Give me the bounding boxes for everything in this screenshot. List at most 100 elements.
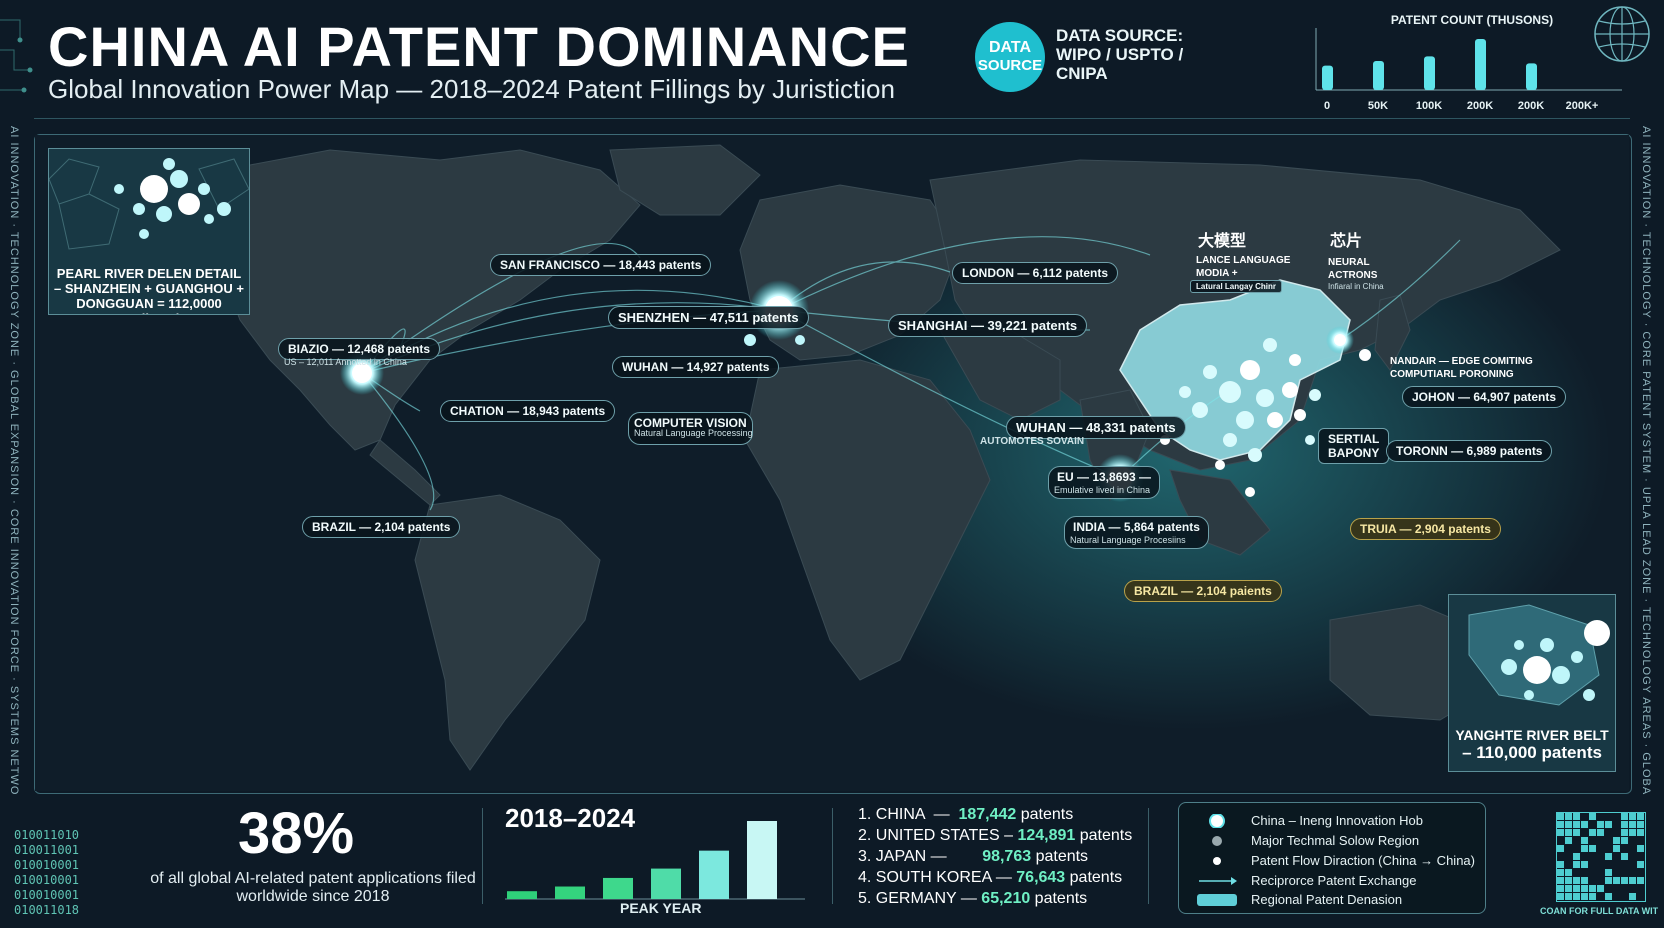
rank-1-label: 1. CHINA — (858, 806, 959, 823)
pill-san-francisco: SAN FRANCISCO — 18,443 patents (490, 254, 712, 276)
pearl-river-inset: PEARL RIVER DELEN DETAIL – SHANZHEIN + G… (48, 148, 250, 315)
mini-chart-title: PATENT COUNT (THUSONS) (1391, 13, 1553, 27)
country-rankings: 1. CHINA — 187,442 patents 2. UNITED STA… (858, 804, 1132, 909)
china-hub-dot (1215, 460, 1225, 470)
peak-bar-4 (651, 868, 681, 899)
rank-5-label: 5. GERMANY — (858, 890, 982, 907)
llm-note: Latural Langay Chinr (1190, 280, 1283, 293)
rank-1-suffix: patents (1016, 806, 1074, 823)
rank-4-value: 76,643 (1016, 869, 1066, 886)
southeast-asia (1169, 469, 1271, 556)
note-eu: Emulative lived in China (1054, 485, 1151, 495)
china-hub-dot (1240, 360, 1260, 380)
patent-count-mini-chart: PATENT COUNT (THUSONS) 0 50K 100K 200K 200K 2… (1315, 13, 1622, 112)
legend-label-5: Regional Patent Denasion (1251, 892, 1403, 907)
rank-2-value: 124,891 (1017, 827, 1076, 844)
rank-4-label: 4. SOUTH KOREA — (858, 869, 1017, 886)
yangtze-cluster-graphic (1468, 604, 1610, 706)
chip-cn-label: 芯片 (1330, 231, 1363, 250)
legend-row-tech-region: Major Techmal Solow Region (1179, 831, 1479, 851)
south-america (414, 494, 601, 771)
pill-brazil-west: BRAZIL — 2,104 patents (302, 516, 461, 538)
mini-bar-2 (1373, 61, 1384, 90)
divider-3 (1148, 808, 1149, 904)
map-frame (34, 134, 1632, 794)
china-hub-dot (1256, 389, 1274, 407)
note-biazio: US – 12,011 Annotted in China (284, 357, 407, 367)
mini-tick-5: 200K (1518, 100, 1544, 112)
note-india: Natural Language Procesiins (1070, 535, 1186, 545)
note-wuhan: AUTOMOTES SOVAIN (980, 436, 1085, 447)
china-hub-dot (1179, 386, 1191, 398)
legend-label-2: Major Techmal Solow Region (1251, 833, 1420, 848)
pill-brazil-east: BRAZIL — 2,104 paients (1124, 580, 1282, 602)
pill-eu: EU — 13,8693 — (1048, 466, 1161, 499)
map-legend: China – Ineng Innovation Hob Major Techm… (1178, 802, 1486, 914)
rank-5-suffix: patents (1030, 890, 1088, 907)
legend-row-density: Regional Patent Denasion (1179, 890, 1479, 910)
china-hub-dot (1223, 433, 1237, 447)
data-source-text: DATA SOURCE: WIPO / USPTO / CNIPA (1056, 26, 1184, 83)
stat-caption: of all global AI-related patent applicat… (150, 870, 476, 905)
globe-icon (1594, 6, 1650, 62)
chip-note: Infiaral in China (1328, 282, 1384, 291)
mini-bar-5 (1526, 63, 1537, 90)
peak-bar-2 (555, 886, 585, 899)
pill-serial: SERTIAL BAPONY (1318, 428, 1390, 464)
legend-arrow-icon (1199, 877, 1237, 885)
pill-shanghai: SHANGHAI — 39,221 patents (888, 314, 1088, 337)
llm-cn-label: 大模型 (1198, 231, 1247, 250)
pill-wuhan-east: WUHAN — 48,331 patents (1006, 416, 1186, 439)
badge-line1: DATA (988, 39, 1032, 56)
bar-panel-caption: PEAK YEAR (620, 900, 702, 916)
rank-5-value: 65,210 (981, 890, 1031, 907)
qr-code-icon[interactable] (1556, 812, 1646, 902)
pill-computer-vision: COMPUTER VISION (628, 412, 753, 445)
rank-row-5: 5. GERMANY — 65,210 patents (858, 888, 1132, 909)
page-title: CHINA AI PATENT DOMINANCE (48, 15, 910, 78)
legend-row-exchange: Reciprorce Patent Exchange (1179, 871, 1479, 891)
legend-label-1: China – Ineng Innovation Hob (1251, 813, 1424, 828)
china-hub-dot (1219, 381, 1241, 403)
page-subtitle: Global Innovation Power Map — 2018–2024 … (48, 74, 895, 104)
bar-panel-title: 2018–2024 (505, 803, 636, 833)
yangtze-inset: YANGHTE RIVER BELT – 110,000 patents (1448, 594, 1616, 772)
llm-en-label: LANCE LANGUAGE MODIA + (1196, 255, 1291, 279)
qr-caption: COAN FOR FULL DATA WIT (1540, 906, 1659, 916)
china-hub-dot (1192, 402, 1208, 418)
peak-bar-3 (603, 877, 633, 899)
right-side-text: AI INNOVATION · TECHNOLOGY · CORE PATENT… (1640, 126, 1652, 796)
china-hub-dot (1289, 354, 1301, 366)
pill-toronn: TORONN — 6,989 patents (1386, 440, 1553, 462)
china-hub-dot (1309, 389, 1321, 401)
pill-london: LONDON — 6,112 patents (952, 262, 1119, 284)
pearl-river-cluster-graphic (49, 158, 249, 250)
pill-biazio: BIAZIO — 12,468 patents (278, 338, 441, 360)
rank-4-suffix: patents (1065, 869, 1123, 886)
stat-percent: 38% (238, 801, 355, 866)
divider-2 (832, 808, 833, 904)
rank-1-value: 187,442 (958, 806, 1017, 823)
greenland (609, 144, 761, 216)
mini-tick-6: 200K+ (1566, 100, 1599, 112)
rank-row-3: 3. JAPAN — 98,763 patents (858, 846, 1132, 867)
legend-label-4: Reciprorce Patent Exchange (1251, 873, 1417, 888)
yangtze-label-line2: – 110,000 patents (1462, 743, 1602, 762)
legend-density-swatch (1197, 894, 1237, 906)
pill-shenzhen: SHENZHEN — 47,511 patents (608, 306, 809, 329)
china-hub-dot (1282, 382, 1298, 398)
legend-row-flow-direction: Patent Flow Diraction (China → China) (1179, 851, 1479, 871)
circuit-decoration (0, 19, 33, 93)
note-computer-vision: Natural Language Processing (634, 428, 753, 438)
china-hub-dot (1305, 435, 1315, 445)
mini-tick-4: 200K (1467, 100, 1493, 112)
china-hub-dot (1263, 338, 1277, 352)
rank-row-4: 4. SOUTH KOREA — 76,643 patents (858, 867, 1132, 888)
pill-wuhan-west: WUHAN — 14,927 patents (612, 356, 780, 378)
mini-bar-3 (1424, 56, 1435, 90)
mini-tick-2: 50K (1368, 100, 1388, 112)
legend-row-innovation-hub: China – Ineng Innovation Hob (1179, 811, 1479, 831)
binary-decoration: 010011010 010011001 010010001 010010001 … (14, 828, 80, 917)
rank-3-label: 3. JAPAN — (858, 848, 983, 865)
rank-row-1: 1. CHINA — 187,442 patents (858, 804, 1132, 825)
